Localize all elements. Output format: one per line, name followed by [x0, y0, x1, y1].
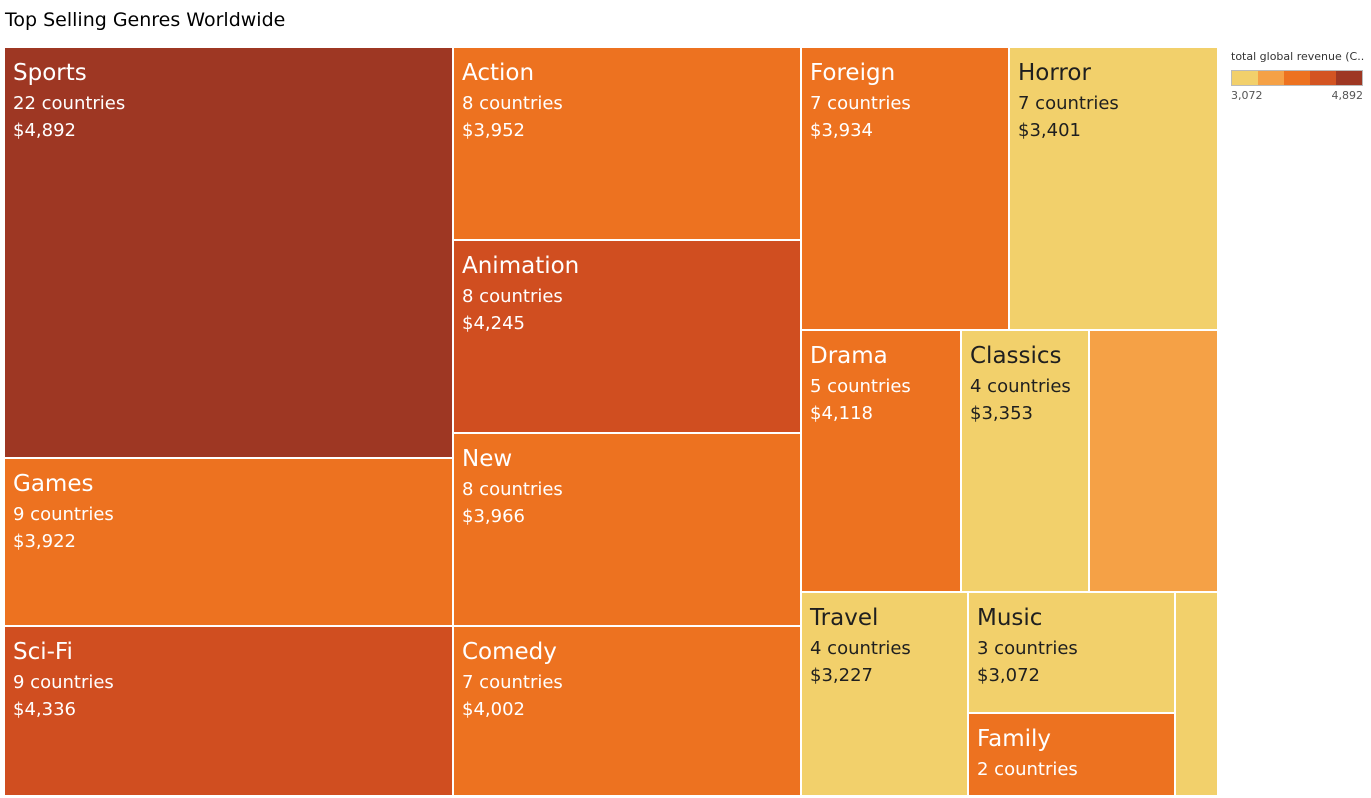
treemap-tile-travel[interactable]: Travel 4 countries $3,227 [801, 592, 968, 796]
legend-swatch-5 [1336, 71, 1362, 85]
treemap-tile-action[interactable]: Action 8 countries $3,952 [453, 47, 801, 240]
tile-revenue-label: $3,227 [810, 665, 873, 686]
tile-countries-label: 9 countries [13, 672, 114, 693]
treemap-tile-sports[interactable]: Sports 22 countries $4,892 [4, 47, 453, 458]
tile-countries-label: 8 countries [462, 93, 563, 114]
legend-min-label: 3,072 [1231, 89, 1263, 102]
legend-swatch-4 [1310, 71, 1336, 85]
tile-countries-label: 22 countries [13, 93, 126, 114]
legend-swatch-1 [1232, 71, 1258, 85]
legend-title: total global revenue (C.. [1231, 50, 1365, 63]
tile-countries-label: 8 countries [462, 286, 563, 307]
tile-name-label: Travel [810, 605, 879, 631]
tile-countries-label: 8 countries [462, 479, 563, 500]
treemap-tile-classics[interactable]: Classics 4 countries $3,353 [961, 330, 1089, 592]
treemap-tile-games[interactable]: Games 9 countries $3,922 [4, 458, 453, 626]
tile-countries-label: 3 countries [977, 638, 1078, 659]
treemap-tile-animation[interactable]: Animation 8 countries $4,245 [453, 240, 801, 433]
tile-revenue-label: $4,118 [810, 403, 873, 424]
tile-name-label: Drama [810, 343, 888, 369]
chart-title: Top Selling Genres Worldwide [5, 9, 286, 31]
tile-name-label: Music [977, 605, 1043, 631]
treemap-tile-sci-fi[interactable]: Sci-Fi 9 countries $4,336 [4, 626, 453, 796]
treemap-tile-comedy[interactable]: Comedy 7 countries $4,002 [453, 626, 801, 796]
treemap-tile-new[interactable]: New 8 countries $3,966 [453, 433, 801, 626]
treemap-tile-family[interactable]: Family 2 countries [968, 713, 1175, 796]
tile-revenue-label: $3,072 [977, 665, 1040, 686]
treemap-tile-music[interactable]: Music 3 countries $3,072 [968, 592, 1175, 713]
tile-revenue-label: $3,922 [13, 531, 76, 552]
tile-revenue-label: $4,002 [462, 699, 525, 720]
tile-countries-label: 4 countries [810, 638, 911, 659]
tile-revenue-label: $4,892 [13, 120, 76, 141]
tile-name-label: Action [462, 60, 535, 86]
tile-name-label: Foreign [810, 60, 896, 86]
tile-revenue-label: $4,245 [462, 313, 525, 334]
tile-name-label: Games [13, 471, 94, 497]
treemap-tile-horror[interactable]: Horror 7 countries $3,401 [1009, 47, 1218, 330]
treemap: Sports 22 countries $4,892 Games 9 countries… [4, 47, 1218, 796]
tile-countries-label: 4 countries [970, 376, 1071, 397]
tile-revenue-label: $3,353 [970, 403, 1033, 424]
tile-revenue-label: $3,966 [462, 506, 525, 527]
tile-countries-label: 5 countries [810, 376, 911, 397]
treemap-tile-unlabeled[interactable] [1175, 592, 1218, 796]
tile-countries-label: 7 countries [462, 672, 563, 693]
tile-countries-label: 7 countries [810, 93, 911, 114]
legend-swatch-2 [1258, 71, 1284, 85]
tile-countries-label: 2 countries [977, 759, 1078, 780]
tile-revenue-label: $3,401 [1018, 120, 1081, 141]
tile-countries-label: 7 countries [1018, 93, 1119, 114]
tile-revenue-label: $4,336 [13, 699, 76, 720]
legend-swatch-3 [1284, 71, 1310, 85]
tile-revenue-label: $3,934 [810, 120, 873, 141]
color-legend[interactable]: total global revenue (C.. 3,072 4,892 [1231, 50, 1367, 102]
tile-revenue-label: $3,952 [462, 120, 525, 141]
tile-name-label: Classics [970, 343, 1062, 369]
tile-name-label: Sports [13, 60, 87, 86]
tile-name-label: Comedy [462, 639, 557, 665]
tile-name-label: Horror [1018, 60, 1091, 86]
tile-name-label: Sci-Fi [13, 639, 73, 665]
tile-name-label: Animation [462, 253, 580, 279]
tile-name-label: New [462, 446, 513, 472]
tile-name-label: Family [977, 726, 1052, 752]
treemap-tile-drama[interactable]: Drama 5 countries $4,118 [801, 330, 961, 592]
treemap-tile-unlabeled[interactable] [1089, 330, 1218, 592]
tile-countries-label: 9 countries [13, 504, 114, 525]
treemap-tile-foreign[interactable]: Foreign 7 countries $3,934 [801, 47, 1009, 330]
legend-max-label: 4,892 [1331, 89, 1364, 102]
legend-color-ramp [1231, 70, 1363, 86]
